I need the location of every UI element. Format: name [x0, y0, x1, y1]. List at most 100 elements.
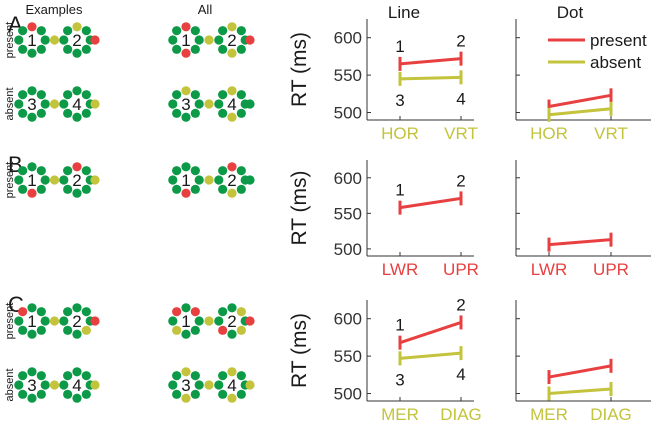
stimulus-dot [59, 316, 69, 326]
stimulus-dot [90, 175, 100, 185]
stimulus-dot [63, 371, 73, 381]
stimulus-number: 1 [181, 31, 190, 50]
y-tick-label: 600 [334, 169, 362, 188]
stimulus-dot [227, 48, 237, 58]
stimulus-dot [27, 48, 37, 58]
y-tick-label: 500 [334, 104, 362, 123]
stimulus-dot [194, 35, 204, 45]
data-label: 3 [395, 91, 404, 110]
stimulus-dot [14, 99, 24, 109]
stimulus-dot [72, 393, 82, 403]
stimulus-dot [204, 316, 214, 326]
stimulus-dot [227, 367, 237, 377]
data-label: 1 [395, 37, 404, 56]
stimulus-number: 4 [72, 376, 81, 395]
stimulus-array [14, 367, 50, 403]
stimulus-dot [168, 175, 178, 185]
stimulus-dot [245, 175, 255, 185]
stimulus-dot [236, 389, 246, 399]
stimulus-dot [18, 307, 28, 317]
stimulus-dot [181, 367, 191, 377]
stimulus-dot [49, 35, 60, 45]
stimulus-dot [236, 44, 246, 54]
stimulus-dot [227, 329, 237, 339]
stimulus-number: 4 [72, 95, 81, 114]
stimulus-dot [214, 175, 224, 185]
chart-a-line: 500 550 600 RT (ms) HOR VRT 1 2 3 4 [288, 19, 478, 143]
stimulus-dot [245, 380, 255, 390]
stimulus-dot [40, 99, 50, 109]
x-tick-label: MER [530, 405, 568, 424]
y-tick-label: 550 [334, 66, 362, 85]
stimulus-dot [181, 329, 191, 339]
stimulus-dot [72, 86, 82, 96]
series-line-present [548, 238, 612, 247]
stimulus-dot [190, 325, 200, 335]
y-tick-label: 600 [334, 29, 362, 48]
stimulus-dot [172, 90, 182, 100]
x-tick-label: HOR [381, 124, 419, 143]
stimulus-dot [172, 307, 182, 317]
stimulus-dot [18, 26, 28, 36]
stimulus-dot [214, 35, 224, 45]
stimulus-dot [181, 112, 191, 122]
stimulus-dot [172, 184, 182, 194]
stimulus-dot [227, 162, 237, 172]
stimulus-dot [181, 162, 191, 172]
stimulus-dot [27, 188, 37, 198]
data-label: 1 [395, 316, 404, 335]
series-line-present [548, 364, 612, 379]
stimulus-dot [72, 188, 82, 198]
stimulus-number: 1 [27, 312, 36, 331]
stimulus-dot [172, 44, 182, 54]
header-examples: Examples [25, 2, 83, 17]
stimulus-number: 1 [181, 171, 190, 190]
stimulus-dot [172, 26, 182, 36]
stimulus-dot [190, 90, 200, 100]
stimulus-dot [59, 175, 69, 185]
header-line: Line [388, 3, 420, 22]
stimulus-dot [81, 90, 91, 100]
stimulus-dot [190, 44, 200, 54]
stimulus-number: 2 [227, 312, 236, 331]
data-label: 2 [456, 171, 465, 190]
stimulus-dot [72, 22, 82, 32]
stimulus-dot [245, 99, 255, 109]
stimulus-number: 3 [27, 376, 36, 395]
stimulus-array [14, 303, 50, 339]
stimulus-dot [59, 380, 69, 390]
stimulus-dot [204, 380, 214, 390]
stimulus-dot [90, 380, 100, 390]
stimulus-number: 4 [227, 376, 236, 395]
y-tick-label: 550 [334, 347, 362, 366]
stimulus-number: 2 [227, 171, 236, 190]
stimulus-dot [81, 184, 91, 194]
stimulus-dot [218, 166, 228, 176]
stimulus-dot [181, 48, 191, 58]
stimulus-dot [36, 44, 46, 54]
y-axis-label: RT (ms) [288, 313, 311, 388]
stimulus-dot [14, 35, 24, 45]
stimulus-array [168, 162, 204, 198]
x-tick-label: VRT [444, 124, 478, 143]
header-dot: Dot [557, 3, 584, 22]
legend-label: present [590, 31, 647, 50]
stimulus-array [168, 367, 204, 403]
stimulus-dot [40, 380, 50, 390]
stimulus-number: 1 [27, 171, 36, 190]
stimulus-dot [168, 99, 178, 109]
condition-label: absent [4, 87, 16, 120]
stimulus-dot [218, 307, 228, 317]
stimulus-dot [14, 175, 24, 185]
data-label: 1 [395, 181, 404, 200]
series-line-absent [548, 387, 612, 396]
stimulus-dot [181, 188, 191, 198]
series-line-absent [399, 75, 462, 81]
stimulus-number: 2 [227, 31, 236, 50]
